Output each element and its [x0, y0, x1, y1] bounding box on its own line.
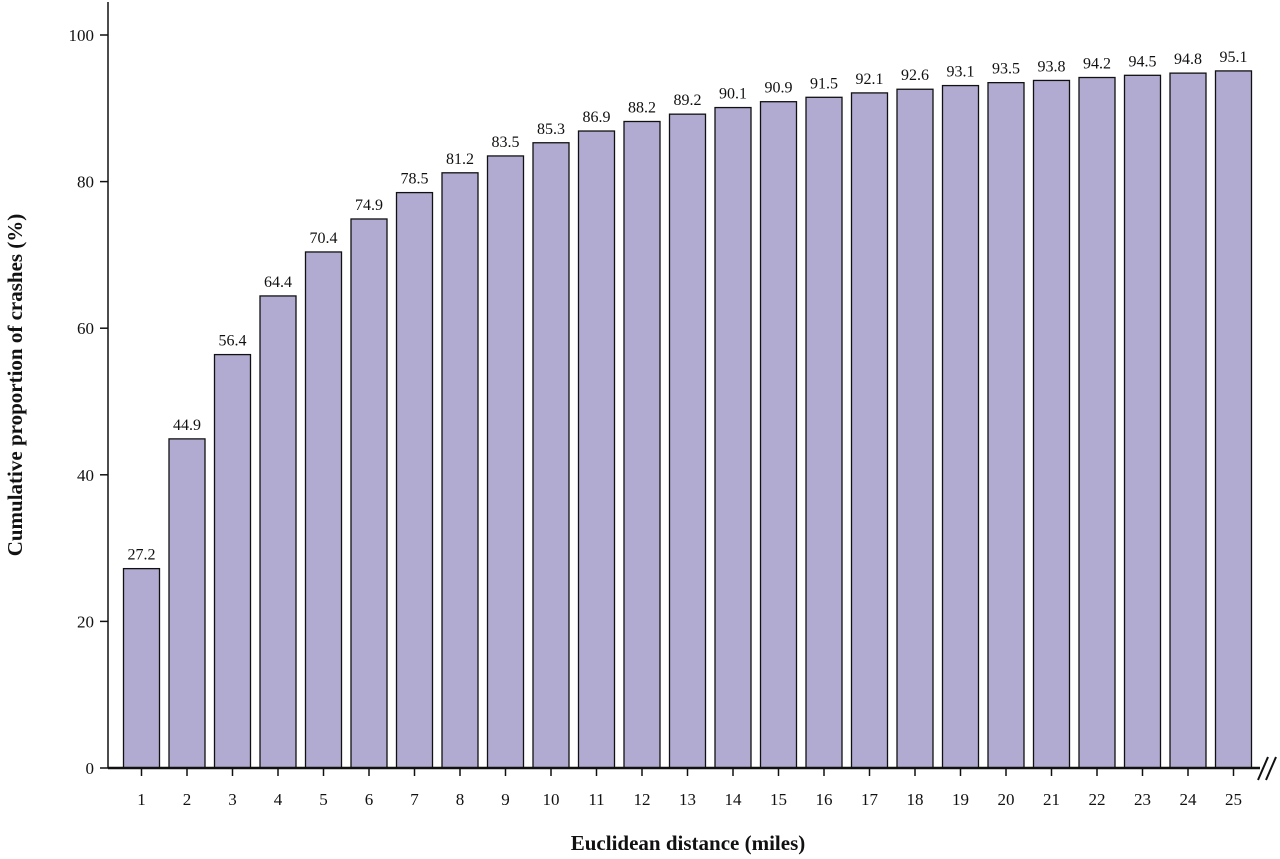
x-tick-label: 7 — [410, 790, 419, 809]
bar — [1123, 74, 1162, 769]
x-tick-label: 4 — [274, 790, 283, 809]
x-tick-label: 22 — [1089, 790, 1106, 809]
data-label: 56.4 — [219, 333, 247, 350]
data-label: 90.1 — [719, 86, 747, 103]
x-tick-label: 16 — [816, 790, 833, 809]
bar — [168, 438, 206, 769]
data-label: 92.6 — [901, 67, 929, 84]
data-label: 93.5 — [992, 61, 1020, 78]
data-label: 85.3 — [537, 121, 565, 138]
y-tick-label: 80 — [77, 173, 94, 192]
y-axis: 0 20 40 60 80 100 — [69, 2, 109, 778]
bar — [532, 142, 570, 769]
x-tick-label: 25 — [1225, 790, 1242, 809]
data-label: 64.4 — [264, 274, 292, 291]
bar — [759, 101, 798, 769]
data-label: 94.2 — [1083, 56, 1111, 73]
x-tick-label: 11 — [588, 790, 604, 809]
x-tick-label: 9 — [501, 790, 510, 809]
data-label: 88.2 — [628, 99, 656, 116]
x-tick-label: 12 — [634, 790, 651, 809]
x-tick-label: 20 — [998, 790, 1015, 809]
data-label: 92.1 — [856, 71, 884, 88]
bar — [668, 113, 707, 769]
data-label: 44.9 — [173, 417, 201, 434]
y-tick-label: 20 — [77, 612, 94, 631]
x-tick-label: 21 — [1043, 790, 1060, 809]
y-tick-label: 40 — [77, 466, 94, 485]
bar — [623, 120, 661, 769]
x-tick-label: 1 — [137, 790, 146, 809]
y-tick-label: 60 — [77, 319, 94, 338]
data-label: 94.5 — [1129, 53, 1157, 70]
bar — [441, 172, 479, 769]
bar — [850, 92, 889, 769]
data-label: 90.9 — [765, 80, 793, 97]
bar — [896, 88, 934, 769]
data-label: 27.2 — [128, 547, 156, 564]
bars-group: 27.2 44.9 56.4 64.4 70.4 74.9 78.5 81.2 83.5 85.3… — [122, 49, 1253, 769]
bar — [304, 251, 343, 769]
data-label: 91.5 — [810, 75, 838, 92]
bar — [1078, 76, 1116, 769]
bar — [1214, 70, 1253, 769]
bar — [805, 96, 843, 769]
x-tick-label: 17 — [861, 790, 879, 809]
data-label: 94.8 — [1174, 51, 1202, 68]
x-tick-label: 24 — [1180, 790, 1198, 809]
x-tick-label: 6 — [365, 790, 374, 809]
x-tick-label: 19 — [952, 790, 969, 809]
data-label: 93.1 — [947, 64, 975, 81]
x-tick-label: 3 — [228, 790, 237, 809]
axis-break-icon — [1257, 755, 1280, 781]
bar — [714, 106, 752, 769]
data-label: 70.4 — [310, 230, 338, 247]
data-label: 78.5 — [401, 171, 429, 188]
y-tick-label: 0 — [86, 759, 95, 778]
x-axis: 1 2 3 4 5 6 7 8 9 10 11 12 13 14 15 16 17 18 19 20 21 22 23 24 2… — [108, 755, 1280, 809]
y-tick-label: 100 — [69, 26, 95, 45]
bar — [395, 191, 434, 769]
data-label: 95.1 — [1220, 49, 1248, 66]
bar — [122, 567, 161, 769]
bar — [577, 130, 616, 769]
bar — [941, 84, 980, 769]
bar — [1169, 72, 1207, 769]
data-label: 83.5 — [492, 134, 520, 151]
x-tick-label: 15 — [770, 790, 787, 809]
bar — [259, 295, 297, 769]
bar — [213, 353, 252, 769]
x-axis-title: Euclidean distance (miles) — [571, 831, 806, 855]
bar — [987, 81, 1025, 769]
x-tick-label: 13 — [679, 790, 696, 809]
x-tick-label: 10 — [543, 790, 560, 809]
x-tick-label: 5 — [319, 790, 328, 809]
bar — [486, 155, 525, 769]
data-label: 81.2 — [446, 151, 474, 168]
x-tick-label: 2 — [183, 790, 192, 809]
x-tick-label: 8 — [456, 790, 465, 809]
data-label: 86.9 — [583, 109, 611, 126]
x-tick-label: 18 — [907, 790, 924, 809]
x-tick-label: 14 — [725, 790, 743, 809]
x-tick-label: 23 — [1134, 790, 1151, 809]
bar — [350, 218, 388, 769]
data-label: 74.9 — [355, 197, 383, 214]
bar — [1032, 79, 1071, 769]
y-axis-title: Cumulative proportion of crashes (%) — [3, 214, 27, 557]
data-label: 89.2 — [674, 92, 702, 109]
data-label: 93.8 — [1038, 58, 1066, 75]
